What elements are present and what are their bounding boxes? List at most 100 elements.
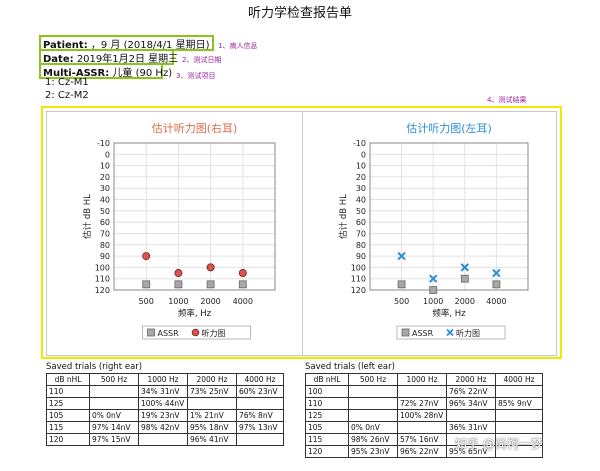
table-header-row: dB nHL 500 Hz 1000 Hz 2000 Hz 4000 Hz <box>305 373 543 386</box>
left-trials-table: dB nHL 500 Hz 1000 Hz 2000 Hz 4000 Hz 100 76% … <box>305 373 543 458</box>
audiogram-point <box>460 263 470 272</box>
x-axis-label: 频率, Hz <box>178 308 212 319</box>
table-cell <box>348 409 398 422</box>
y-tick-label: 40 <box>356 196 366 205</box>
table-cell: 100 <box>305 385 349 398</box>
audiogram-point <box>492 268 501 278</box>
legend-assr-marker <box>147 328 155 337</box>
plot-border <box>113 142 276 291</box>
table-cell: 85% 9nV <box>495 397 543 410</box>
assr-point <box>397 280 406 289</box>
x-axis-label: 频率, Hz <box>432 308 466 319</box>
chart-title: 估计听力图(左耳) <box>406 122 492 135</box>
test-label: Multi-ASSR: <box>43 68 110 79</box>
x-tick-label: 500 <box>139 297 154 306</box>
assr-point <box>492 280 501 289</box>
column-header: 2000 Hz <box>187 373 237 386</box>
date-line: Date: 2019年1月2日 星期三 <box>43 50 178 65</box>
y-tick-label: 110 <box>351 275 366 284</box>
legend-audiogram-label: 听力图 <box>202 328 226 338</box>
table-cell <box>348 397 398 410</box>
x-tick-label: 4000 <box>233 297 253 306</box>
test-value: 儿童 (90 Hz) <box>112 68 173 79</box>
table-row: 120 97% 15nV 96% 41nV <box>46 433 284 446</box>
column-header: 2000 Hz <box>446 373 496 386</box>
patient-label: Patient: <box>43 40 88 51</box>
y-tick-label: 30 <box>356 184 366 193</box>
y-tick-label: 80 <box>356 241 366 250</box>
table-row: 120 95% 23nV 96% 22nV 95% 65nV <box>305 445 543 458</box>
assr-point <box>174 280 183 289</box>
table-cell: 125 <box>305 409 349 422</box>
audiogram-point <box>428 274 438 283</box>
column-header: dB nHL <box>46 373 90 386</box>
table-row: 110 72% 27nV 96% 34nV 85% 9nV <box>305 397 543 410</box>
y-tick-label: 10 <box>356 162 366 171</box>
table-cell: 100% 44nV <box>138 397 188 410</box>
table-cell: 0% 0nV <box>348 421 398 434</box>
y-tick-label: 120 <box>95 286 110 295</box>
table-cell: 115 <box>305 433 349 446</box>
table-cell <box>236 433 284 446</box>
table-cell: 96% 22nV <box>397 445 447 458</box>
table-cell: 120 <box>46 433 90 446</box>
table-cell <box>495 409 543 422</box>
table-cell: 19% 23nV <box>138 409 188 422</box>
y-tick-label: 10 <box>100 162 110 171</box>
assr-point <box>429 286 438 294</box>
table-row: 110 34% 31nV 73% 25nV 60% 23nV <box>46 385 284 398</box>
left-trials-title: Saved trials (left ear) <box>305 362 395 372</box>
cross-stroke <box>397 251 406 261</box>
y-tick-label: 80 <box>100 241 110 250</box>
table-row: 125 100% 28nV <box>305 409 543 422</box>
table-cell: 34% 31nV <box>138 385 188 398</box>
table-row: 115 98% 26nV 57% 16nV <box>305 433 543 446</box>
y-tick-label: 0 <box>361 150 366 159</box>
table-cell <box>495 385 543 398</box>
y-tick-label: 20 <box>356 173 366 182</box>
cross-stroke <box>428 274 438 283</box>
table-cell <box>89 397 139 410</box>
table-cell: 97% 15nV <box>89 433 139 446</box>
patient-line: Patient: ，9 月 (2018/4/1 星期日) <box>43 36 210 51</box>
right-trials-table: dB nHL 500 Hz 1000 Hz 2000 Hz 4000 Hz 110 34% … <box>46 373 284 446</box>
y-tick-label: 20 <box>100 173 110 182</box>
table-cell: 110 <box>305 397 349 410</box>
table-cell: 96% 41nV <box>187 433 237 446</box>
table-cell: 115 <box>46 421 90 434</box>
cross-stroke <box>492 268 501 278</box>
y-axis-label: 估计 dB HL <box>338 194 349 239</box>
y-tick-label: 70 <box>356 229 366 238</box>
y-axis-label: 估计 dB HL <box>82 194 93 239</box>
table-cell: 95% 18nV <box>187 421 237 434</box>
x-tick-label: 4000 <box>486 297 506 306</box>
y-tick-label: -10 <box>353 139 366 148</box>
right-ear-panel: 估计听力图(右耳) -10 0 10 20 30 40 50 60 70 80 90 100 110 120… <box>46 111 304 356</box>
table-cell: 120 <box>305 445 349 458</box>
plot-area <box>369 142 529 291</box>
y-tick-label: 50 <box>356 207 366 216</box>
y-tick-label: 30 <box>100 184 110 193</box>
table-cell: 95% 23nV <box>348 445 398 458</box>
audiogram-point <box>174 269 183 278</box>
legend-assr-marker <box>401 328 410 337</box>
table-cell: 73% 25nV <box>187 385 237 398</box>
report-title: 听力学检查报告单 <box>247 6 352 21</box>
patient-value: ，9 月 (2018/4/1 星期日) <box>90 40 210 51</box>
column-header: 4000 Hz <box>495 373 543 386</box>
left-ear-panel: 估计听力图(左耳) -10 0 10 20 30 40 50 60 70 80 90 100 110 120… <box>302 111 557 356</box>
table-cell: 97% 14nV <box>89 421 139 434</box>
results-highlight-box <box>41 106 562 359</box>
date-value: 2019年1月2日 星期三 <box>76 54 179 65</box>
y-tick-label: 60 <box>100 218 110 227</box>
column-header: 1000 Hz <box>397 373 447 386</box>
y-tick-label: 60 <box>356 218 366 227</box>
legend-assr-label: ASSR <box>412 329 434 338</box>
y-tick-label: -10 <box>97 139 110 148</box>
table-cell <box>187 397 237 410</box>
legend-audiogram-marker <box>446 328 454 337</box>
x-tick-label: 500 <box>394 297 409 306</box>
test-line: Multi-ASSR: 儿童 (90 Hz) <box>43 64 172 79</box>
table-cell <box>348 385 398 398</box>
y-tick-label: 90 <box>356 252 366 261</box>
